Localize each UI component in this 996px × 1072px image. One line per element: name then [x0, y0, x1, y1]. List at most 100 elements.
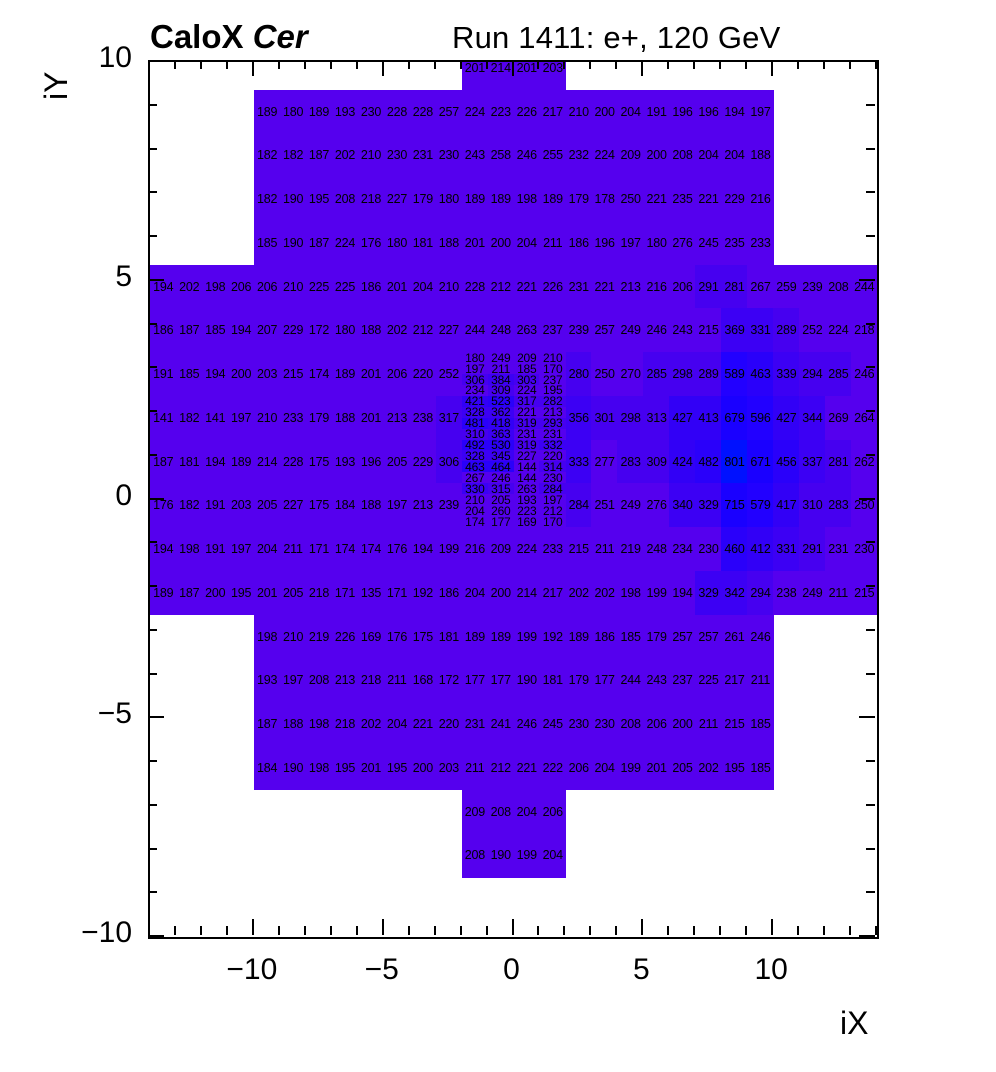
cell-value: 220 [543, 449, 563, 464]
cell-value: 191 [153, 366, 174, 381]
heatmap-cell: 178 [591, 177, 618, 222]
x-axis-tick [797, 60, 800, 69]
heatmap-cell: 191 [643, 89, 670, 134]
cell-value: 184 [256, 760, 278, 775]
cell-value: 208 [490, 804, 511, 819]
heatmap-cell: 215 [721, 702, 748, 747]
heatmap-cell: 202 [357, 702, 385, 747]
cell-value: 200 [231, 366, 252, 381]
heatmap-cell: 310 [461, 428, 489, 440]
x-axis-tick [719, 926, 722, 935]
heatmap-cell: 195 [383, 745, 411, 791]
cell-value: 306 [465, 372, 485, 387]
heatmap-cell: 317 [435, 395, 463, 441]
cell-value: 317 [438, 410, 459, 425]
y-axis-tick [859, 278, 875, 281]
heatmap-cell: 197 [227, 395, 255, 441]
heatmap-cell: 217 [539, 570, 567, 616]
heatmap-cell: 180 [643, 220, 670, 266]
heatmap-cell: 427 [773, 395, 800, 441]
heatmap-cell: 229 [721, 177, 748, 222]
heatmap-cell: 177 [461, 658, 489, 703]
cell-value: 196 [360, 454, 382, 469]
cell-value: 250 [854, 498, 875, 513]
cell-value: 233 [542, 541, 563, 556]
cell-value: 239 [802, 279, 823, 294]
x-axis-tick [251, 60, 254, 76]
heatmap-cell: 340 [669, 483, 696, 528]
cell-value: 211 [543, 235, 563, 250]
cell-value: 216 [750, 191, 771, 206]
cell-value: 219 [620, 541, 641, 556]
heatmap-cell: 213 [409, 483, 437, 528]
x-axis-tick [148, 926, 150, 935]
cell-value: 213 [386, 410, 408, 425]
heatmap-cell: 176 [357, 220, 385, 266]
x-axis-tick [303, 60, 306, 69]
heatmap-cell: 198 [175, 527, 203, 572]
cell-value: 190 [282, 760, 304, 775]
y-axis-tick [866, 147, 875, 150]
cell-value: 187 [308, 148, 330, 163]
heatmap-cell: 212 [409, 308, 437, 353]
heatmap-cell: 417 [773, 483, 800, 528]
cell-value: 191 [205, 541, 226, 556]
heatmap-cell: 195 [227, 570, 255, 616]
heatmap-cell: 189 [461, 614, 489, 659]
cell-value: 417 [776, 498, 797, 513]
cell-value: 202 [568, 585, 589, 600]
cell-value: 258 [490, 148, 511, 163]
heatmap-cell: 188 [331, 395, 359, 441]
cell-value: 249 [802, 585, 823, 600]
heatmap-cell: 187 [305, 133, 333, 178]
heatmap-cell: 257 [591, 308, 618, 353]
heatmap-cell: 185 [201, 308, 229, 353]
y-axis-tick [866, 103, 875, 106]
cell-value: 217 [542, 104, 563, 119]
heatmap-cell: 213 [539, 406, 567, 418]
heatmap-cell: 257 [435, 89, 463, 134]
heatmap-cell: 196 [669, 89, 696, 134]
heatmap-cell: 197 [539, 494, 567, 506]
y-axis-tick [866, 541, 875, 544]
heatmap-cell: 224 [461, 89, 489, 134]
heatmap-cell: 229 [409, 439, 437, 484]
experiment-label: CaloX [150, 18, 244, 55]
y-axis-tick [148, 935, 164, 937]
heatmap-cell: 196 [591, 220, 618, 266]
cell-value: 174 [308, 366, 330, 381]
x-axis-tick [745, 60, 748, 69]
heatmap-cell: 194 [150, 264, 177, 309]
x-axis-tick [277, 60, 280, 69]
heatmap-cell: 192 [539, 614, 567, 659]
cell-value: 204 [412, 279, 434, 294]
heatmap-cell: 234 [669, 527, 696, 572]
cell-value: 170 [543, 514, 563, 529]
heatmap-cell: 200 [487, 570, 515, 616]
cell-value: 187 [153, 454, 174, 469]
cell-value: 203 [542, 62, 563, 75]
cell-value: 197 [386, 498, 408, 513]
cell-value: 195 [386, 760, 408, 775]
heatmap-cell: 199 [513, 614, 541, 659]
heatmap-cell: 277 [591, 439, 618, 484]
heatmap-cell: 199 [617, 745, 644, 791]
heatmap-cell: 211 [487, 363, 515, 375]
cell-value: 189 [334, 366, 356, 381]
cell-value: 244 [620, 673, 641, 688]
heatmap-cell: 208 [825, 264, 852, 309]
cell-value: 231 [412, 148, 434, 163]
cell-value: 232 [568, 148, 589, 163]
cell-value: 198 [516, 191, 537, 206]
cell-value: 168 [412, 673, 434, 688]
heatmap-cell: 180 [331, 308, 359, 353]
cell-value: 225 [308, 279, 330, 294]
cell-value: 456 [776, 454, 797, 469]
y-axis-tick [148, 628, 157, 631]
cell-value: 259 [776, 279, 797, 294]
cell-value: 200 [672, 716, 693, 731]
heatmap-cell: 244 [851, 264, 877, 309]
cell-value: 190 [516, 673, 537, 688]
x-axis-tick [537, 926, 540, 935]
cell-value: 198 [620, 585, 641, 600]
